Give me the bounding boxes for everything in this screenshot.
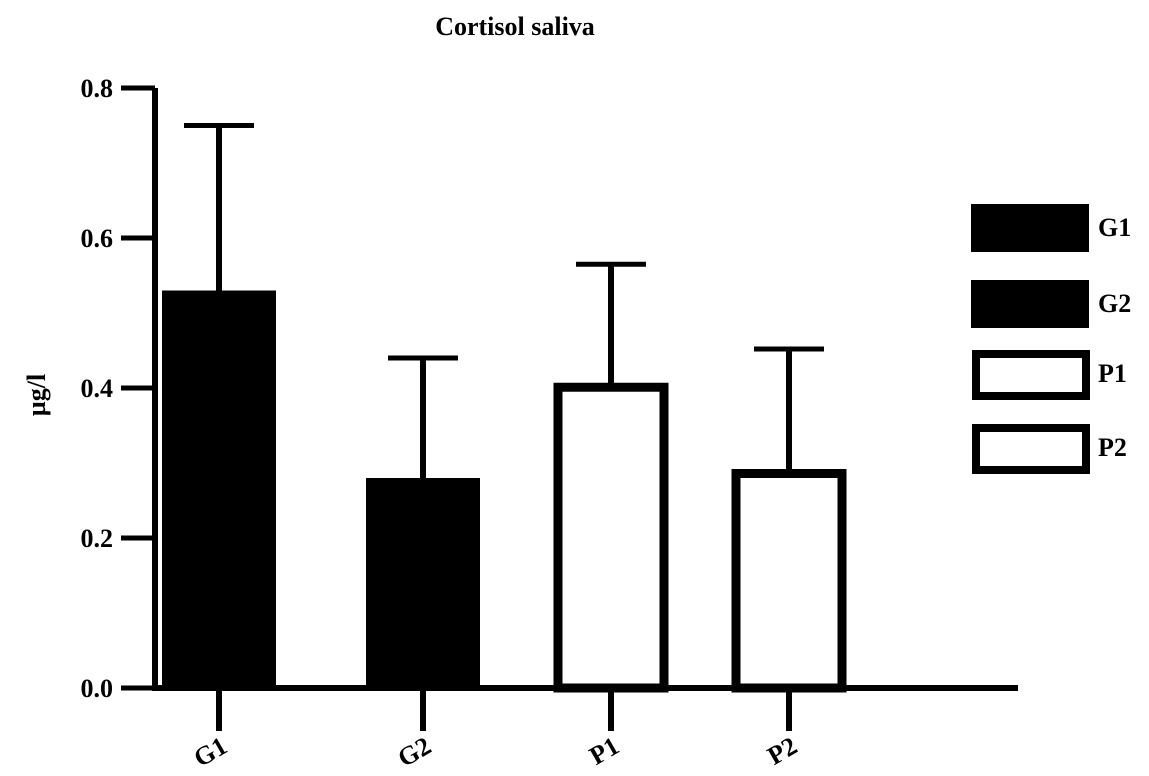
legend-label: P2 bbox=[1098, 433, 1127, 462]
legend-swatch-g2 bbox=[971, 280, 1089, 328]
x-tick-label: G2 bbox=[393, 731, 436, 771]
x-tick-label: P2 bbox=[762, 731, 802, 771]
x-tick-label: P1 bbox=[584, 731, 624, 771]
chart-title: Cortisol saliva bbox=[435, 12, 595, 41]
legend-label: G2 bbox=[1098, 289, 1131, 318]
bars bbox=[162, 290, 847, 693]
y-tick-label: 0.6 bbox=[81, 224, 114, 253]
y-tick-label: 0.4 bbox=[81, 374, 114, 403]
legend-swatch-p2 bbox=[972, 424, 1090, 474]
legend-label: P1 bbox=[1098, 359, 1127, 388]
y-tick-label: 0.8 bbox=[81, 74, 114, 103]
legend-swatch-g1 bbox=[971, 204, 1089, 252]
bar-p1 bbox=[553, 382, 669, 693]
legend-swatch-p1 bbox=[972, 350, 1090, 400]
x-tick-label: G1 bbox=[189, 731, 232, 771]
y-axis-label: µg/l bbox=[22, 374, 51, 416]
y-tick-label: 0.2 bbox=[81, 524, 114, 553]
bar-g1 bbox=[162, 290, 276, 688]
legend-label: G1 bbox=[1098, 213, 1131, 242]
y-tick-label: 0.0 bbox=[81, 674, 114, 703]
error-bars bbox=[184, 123, 824, 478]
bar-g2 bbox=[366, 478, 480, 688]
legend: G1 G2 P1 P2 bbox=[971, 204, 1131, 474]
bar-p2 bbox=[731, 469, 847, 693]
